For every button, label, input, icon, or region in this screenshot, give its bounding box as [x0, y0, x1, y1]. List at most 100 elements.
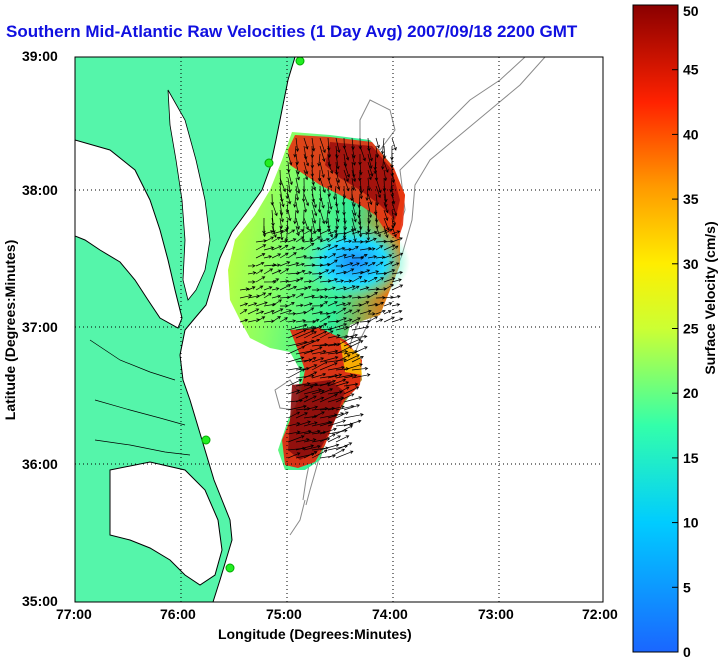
velocity-arrow: [343, 268, 355, 275]
velocity-arrow: [271, 308, 284, 315]
velocity-arrow: [343, 145, 350, 161]
velocity-arrow: [335, 237, 347, 243]
velocity-arrow: [335, 345, 353, 355]
velocity-arrow: [295, 303, 304, 308]
velocity-arrow: [311, 361, 328, 371]
velocity-arrow: [351, 295, 362, 300]
velocity-arrow: [287, 294, 296, 299]
x-tick-label: 75:00: [266, 606, 302, 622]
velocity-arrow: [343, 239, 353, 244]
velocity-arrow: [367, 153, 373, 169]
velocity-arrow: [319, 421, 333, 427]
velocity-arrow: [327, 365, 345, 371]
y-tick-label: 36:00: [22, 456, 58, 472]
velocity-arrow: [287, 422, 301, 427]
velocity-arrow: [303, 153, 310, 167]
velocity-arrow: [311, 247, 321, 251]
velocity-arrow: [343, 161, 350, 178]
velocity-arrow: [239, 294, 253, 299]
velocity-arrow: [391, 309, 403, 315]
velocity-arrow: [351, 230, 361, 235]
y-tick-label: 38:00: [22, 182, 58, 198]
velocity-arrow: [295, 269, 306, 275]
velocity-arrow: [335, 302, 346, 307]
velocity-arrow: [342, 185, 347, 200]
velocity-arrow: [287, 252, 297, 259]
velocity-arrow: [381, 153, 385, 170]
station-marker: [295, 57, 305, 66]
velocity-arrow: [303, 429, 321, 435]
velocity-arrow: [359, 309, 372, 315]
velocity-arrow: [311, 330, 328, 339]
velocity-arrow: [383, 217, 390, 231]
velocity-arrow: [303, 451, 318, 459]
velocity-arrow: [319, 433, 336, 443]
velocity-arrow: [287, 378, 303, 387]
velocity-arrow: [335, 435, 350, 443]
velocity-arrow: [351, 309, 361, 315]
pamlico-sound: [109, 461, 223, 586]
velocity-arrow: [271, 229, 284, 235]
velocity-arrow: [327, 295, 339, 300]
velocity-arrow: [319, 393, 338, 403]
velocity-arrow: [359, 279, 368, 283]
velocity-arrow: [327, 301, 338, 307]
velocity-arrow: [343, 285, 356, 291]
velocity-arrow: [255, 276, 266, 283]
velocity-arrow: [287, 411, 301, 419]
velocity-arrow: [383, 284, 394, 291]
velocity-arrow: [343, 374, 358, 379]
velocity-arrow: [391, 201, 398, 217]
velocity-arrow: [271, 269, 282, 275]
x-tick-label: 74:00: [372, 606, 408, 622]
velocity-arrow: [343, 309, 353, 315]
velocity-arrow: [293, 209, 297, 225]
velocity-arrow: [303, 388, 322, 395]
velocity-arrow: [343, 262, 354, 267]
velocity-arrow: [351, 325, 370, 331]
map-title: Southern Mid-Atlantic Raw Velocities (1 …: [6, 22, 578, 41]
velocity-arrow: [327, 378, 347, 387]
velocity-arrow: [287, 329, 307, 339]
velocity-arrow: [287, 311, 297, 316]
velocity-arrow: [271, 294, 282, 299]
velocity-arrow: [383, 161, 389, 173]
colorbar-tick-label: 45: [683, 62, 699, 78]
velocity-arrow: [375, 255, 386, 259]
velocity-arrow: [343, 419, 362, 427]
y-tick-label: 37:00: [22, 319, 58, 335]
velocity-arrow: [375, 137, 380, 149]
velocity-arrow: [287, 209, 292, 222]
velocity-arrow: [263, 246, 275, 251]
velocity-arrow: [287, 262, 300, 267]
velocity-arrow: [279, 209, 284, 223]
velocity-arrow: [380, 137, 385, 155]
velocity-arrow: [295, 412, 308, 419]
velocity-arrow: [279, 284, 292, 291]
velocity-arrow: [295, 225, 300, 237]
velocity-arrow: [303, 405, 319, 411]
y-tick-label: 39:00: [22, 48, 58, 64]
colorbar-tick-label: 20: [683, 385, 699, 401]
colorbar-tick-label: 50: [683, 3, 699, 19]
velocity-arrow: [327, 235, 338, 243]
velocity-arrow: [351, 340, 364, 347]
velocity-arrow: [319, 145, 326, 162]
velocity-arrow: [351, 303, 363, 307]
velocity-arrow: [327, 419, 347, 427]
velocity-arrow: [303, 302, 313, 307]
velocity-arrow: [343, 382, 359, 387]
velocity-arrow: [271, 278, 280, 283]
velocity-arrow: [287, 319, 297, 323]
colorbar-tick-label: 40: [683, 126, 699, 142]
velocity-arrow: [327, 396, 345, 403]
x-tick-label: 77:00: [56, 606, 92, 622]
velocity-arrow: [303, 331, 317, 339]
velocity-arrow: [303, 438, 317, 443]
velocity-arrow: [327, 373, 343, 379]
velocity-arrow: [311, 201, 318, 217]
velocity-arrow: [271, 299, 282, 307]
velocity-arrow: [351, 285, 360, 291]
velocity-arrow: [351, 334, 368, 339]
velocity-arrow: [271, 253, 282, 259]
